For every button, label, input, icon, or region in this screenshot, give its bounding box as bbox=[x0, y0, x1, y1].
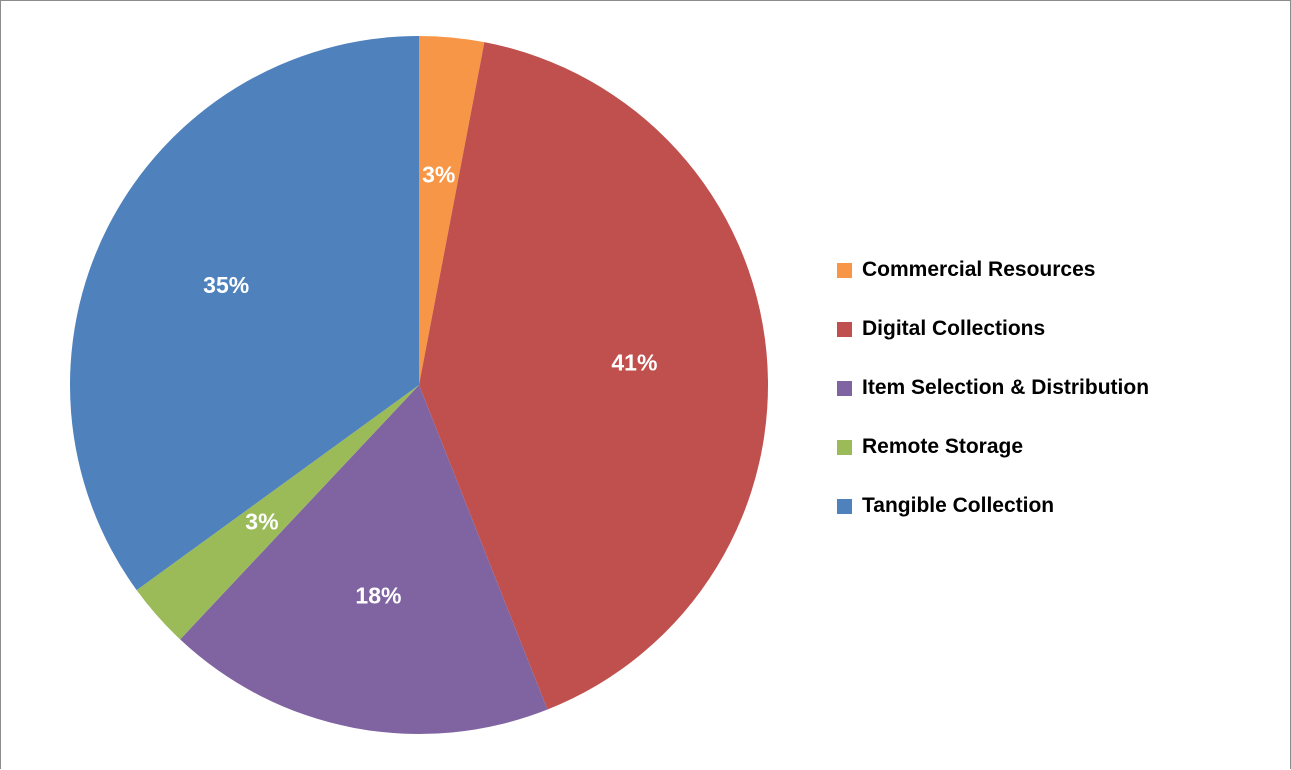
pie-slice-commercial-resources bbox=[419, 36, 485, 385]
legend-swatch-commercial-resources bbox=[837, 262, 852, 278]
chart-legend: Commercial Resources Digital Collections… bbox=[837, 253, 1149, 548]
legend-swatch-digital-collections bbox=[837, 321, 852, 337]
legend-item-digital-collections: Digital Collections bbox=[837, 312, 1149, 346]
legend-item-commercial-resources: Commercial Resources bbox=[837, 253, 1149, 287]
legend-label: Item Selection & Distribution bbox=[862, 376, 1150, 399]
data-label-digital-collections: 41% bbox=[611, 350, 657, 376]
legend-item-tangible-collection: Tangible Collection bbox=[837, 489, 1149, 523]
legend-item-remote-storage: Remote Storage bbox=[837, 430, 1149, 464]
legend-swatch-remote-storage bbox=[837, 439, 852, 455]
legend-label: Remote Storage bbox=[862, 435, 1024, 458]
data-label-item-selection-distribution: 18% bbox=[355, 583, 401, 609]
legend-label: Digital Collections bbox=[862, 317, 1046, 340]
pie-slice-remote-storage bbox=[136, 385, 419, 640]
data-label-remote-storage: 3% bbox=[245, 509, 278, 535]
legend-swatch-item-selection-distribution bbox=[837, 380, 852, 396]
legend-label: Commercial Resources bbox=[862, 258, 1096, 281]
pie-slices bbox=[70, 35, 769, 735]
pie-slice-item-selection-distribution bbox=[180, 385, 548, 735]
data-label-tangible-collection: 35% bbox=[203, 272, 249, 298]
legend-label: Tangible Collection bbox=[862, 494, 1055, 517]
legend-item-item-selection-distribution: Item Selection & Distribution bbox=[837, 371, 1149, 405]
legend-swatch-tangible-collection bbox=[837, 498, 852, 514]
pie-slice-digital-collections bbox=[419, 42, 769, 710]
pie-data-labels: 3% 41% 18% 3% 35% bbox=[203, 162, 657, 609]
data-label-commercial-resources: 3% bbox=[422, 162, 455, 188]
pie-slice-tangible-collection bbox=[70, 35, 420, 591]
